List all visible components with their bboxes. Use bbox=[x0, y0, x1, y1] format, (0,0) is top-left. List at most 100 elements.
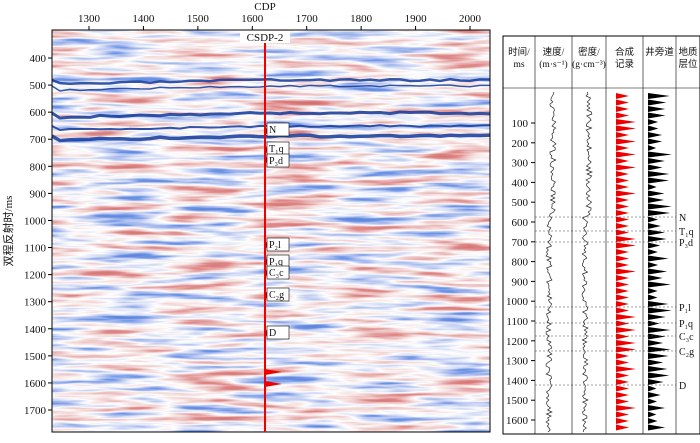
horizon-label: P₃d bbox=[269, 156, 283, 167]
synthetic-wiggle bbox=[616, 151, 636, 158]
trace-wiggle bbox=[648, 333, 666, 340]
trace-wiggle bbox=[648, 424, 666, 431]
synthetic-wiggle bbox=[616, 320, 629, 327]
synthetic-wiggle bbox=[616, 366, 636, 372]
x-tick-label: 1300 bbox=[78, 13, 101, 25]
synthetic-wiggle bbox=[616, 268, 636, 275]
time-tick-label: 1000 bbox=[506, 296, 529, 308]
header-line: 密度/ bbox=[578, 46, 600, 58]
synthetic-wiggle bbox=[616, 93, 629, 99]
synthetic-wiggle bbox=[616, 372, 629, 379]
trace-wiggle bbox=[648, 301, 669, 307]
synthetic-wiggle bbox=[616, 392, 629, 398]
y-axis-label: 双程反射时/ms bbox=[1, 196, 15, 267]
time-tick-label: 500 bbox=[512, 197, 529, 209]
synthetic-wiggle bbox=[616, 418, 629, 424]
header-line: (m·s⁻¹) bbox=[539, 59, 567, 70]
trace-wiggle bbox=[648, 294, 658, 301]
horizon-label: P₁l bbox=[679, 303, 691, 314]
horizon-label: P₁q bbox=[679, 319, 693, 330]
trace-wiggle bbox=[648, 346, 671, 353]
trace-wiggle bbox=[648, 379, 664, 385]
y-tick-label: 500 bbox=[30, 80, 47, 92]
trace-wiggle bbox=[648, 275, 663, 281]
synthetic-wiggle bbox=[616, 190, 636, 197]
horizon-label: C₃c bbox=[269, 268, 284, 279]
synthetic-wiggle bbox=[616, 99, 629, 106]
trace-wiggle bbox=[648, 119, 659, 125]
synthetic-wiggle bbox=[616, 288, 629, 294]
synthetic-wiggle bbox=[616, 184, 629, 190]
trace-wiggle bbox=[648, 242, 661, 249]
trace-wiggle bbox=[648, 353, 669, 359]
synthetic-wiggle bbox=[616, 385, 629, 392]
synthetic-wiggle bbox=[616, 138, 636, 145]
log-curve bbox=[545, 91, 557, 433]
column-header: 地质层位 bbox=[678, 46, 698, 70]
synthetic-wiggle bbox=[616, 281, 629, 288]
column-header: 井旁道 bbox=[645, 46, 674, 58]
trace-wiggle bbox=[648, 268, 668, 275]
synthetic-wiggle bbox=[616, 275, 629, 281]
trace-wiggle bbox=[648, 138, 663, 145]
reflector bbox=[51, 84, 491, 92]
header-line: 时间/ bbox=[508, 46, 530, 58]
column-header: 时间/ms bbox=[508, 46, 530, 70]
time-tick-label: 1100 bbox=[506, 316, 528, 328]
time-tick-label: 200 bbox=[512, 138, 529, 150]
y-tick-label: 400 bbox=[30, 53, 47, 65]
trace-wiggle bbox=[648, 314, 666, 320]
synthetic-wiggle bbox=[616, 262, 629, 268]
y-tick-label: 700 bbox=[30, 134, 47, 146]
synthetic-wiggle bbox=[616, 210, 629, 216]
reflector bbox=[51, 133, 491, 143]
horizon-box bbox=[266, 265, 290, 280]
horizon-label: P₁q bbox=[269, 257, 283, 268]
x-tick-label: 2000 bbox=[459, 13, 482, 25]
trace-wiggle bbox=[648, 249, 658, 255]
synthetic-wiggle bbox=[616, 242, 636, 249]
y-tick-label: 1600 bbox=[24, 378, 47, 390]
trace-wiggle bbox=[648, 307, 672, 314]
trace-wiggle bbox=[648, 411, 657, 418]
y-tick-label: 1300 bbox=[24, 297, 47, 309]
synthetic-wiggle bbox=[616, 353, 629, 359]
horizon-box bbox=[266, 325, 290, 340]
trace-wiggle bbox=[648, 372, 670, 379]
synthetic-wiggle bbox=[616, 307, 629, 314]
trace-wiggle bbox=[648, 197, 665, 203]
x-axis-label: CDP bbox=[254, 1, 275, 13]
header-line: 层位 bbox=[678, 58, 698, 70]
column-header: 速度/(m·s⁻¹) bbox=[539, 46, 567, 70]
trace-wiggle bbox=[648, 405, 666, 411]
trace-wiggle bbox=[648, 151, 672, 158]
synthetic-wiggle bbox=[616, 164, 636, 171]
synthetic-wiggle bbox=[616, 158, 629, 164]
time-tick-label: 900 bbox=[512, 276, 529, 288]
y-tick-label: 1500 bbox=[24, 351, 47, 363]
x-tick-label: 1600 bbox=[241, 13, 264, 25]
horizon-label: C₂g bbox=[679, 347, 694, 358]
y-tick-label: 1400 bbox=[24, 324, 47, 336]
trace-wiggle bbox=[648, 177, 670, 184]
trace-wiggle bbox=[648, 366, 668, 372]
trace-wiggle bbox=[648, 132, 663, 138]
trace-wiggle bbox=[648, 320, 660, 327]
y-tick-label: 800 bbox=[30, 161, 47, 173]
trace-wiggle bbox=[648, 99, 667, 106]
synthetic-wiggle bbox=[616, 294, 629, 301]
trace-wiggle bbox=[648, 385, 657, 392]
time-tick-label: 1400 bbox=[506, 375, 529, 387]
synthetic-wiggle bbox=[616, 379, 629, 385]
reflector bbox=[51, 77, 491, 85]
trace-wiggle bbox=[648, 190, 665, 197]
trace-wiggle bbox=[648, 327, 671, 333]
trace-wiggle bbox=[648, 93, 670, 99]
synthetic-wiggle bbox=[616, 314, 636, 320]
trace-wiggle bbox=[648, 359, 664, 366]
time-tick-label: 300 bbox=[512, 158, 529, 170]
time-tick-label: 400 bbox=[512, 177, 529, 189]
well-label-bg bbox=[240, 31, 290, 43]
